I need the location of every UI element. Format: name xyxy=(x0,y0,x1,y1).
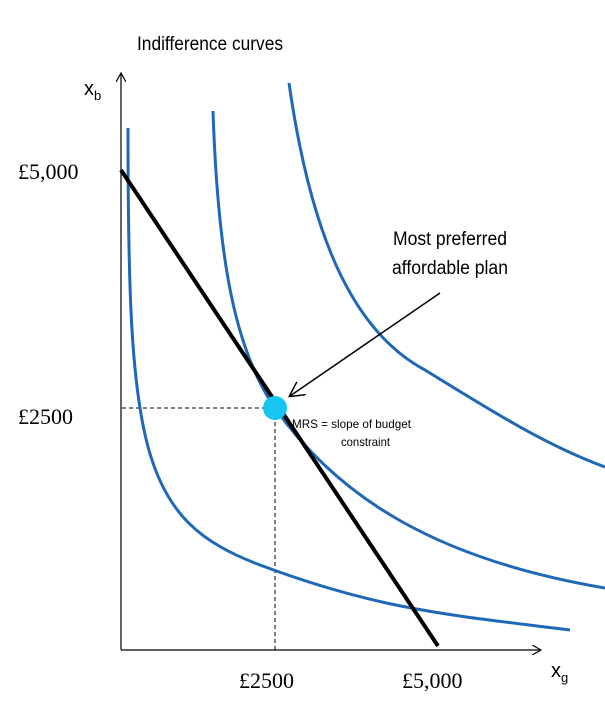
y-tick-5000: £5,000 xyxy=(18,159,79,184)
mrs-annotation-line2: constraint xyxy=(341,435,391,449)
indifference-curve-low xyxy=(126,127,571,632)
x-tick-2500: £2500 xyxy=(239,668,294,693)
optimum-point xyxy=(263,396,287,420)
preferred-annotation-line2: affordable plan xyxy=(392,258,508,279)
x-axis-label: xg xyxy=(551,660,568,685)
preferred-annotation-line1: Most preferred xyxy=(393,229,507,250)
x-axis-label-sub: g xyxy=(561,670,568,685)
mrs-annotation-line1: MRS = slope of budget xyxy=(292,417,412,431)
x-axis-label-main: x xyxy=(551,660,561,682)
y-tick-2500: £2500 xyxy=(18,404,73,429)
diagram-title: Indifference curves xyxy=(137,34,283,55)
indifference-curve-mid xyxy=(211,110,605,590)
x-tick-5000: £5,000 xyxy=(402,668,463,693)
y-axis-label: xb xyxy=(84,78,101,103)
y-axis-label-main: x xyxy=(84,78,94,100)
y-axis-label-sub: b xyxy=(94,88,101,103)
indifference-curve-high xyxy=(287,82,605,469)
optimum-pointer-arrow xyxy=(290,292,441,396)
